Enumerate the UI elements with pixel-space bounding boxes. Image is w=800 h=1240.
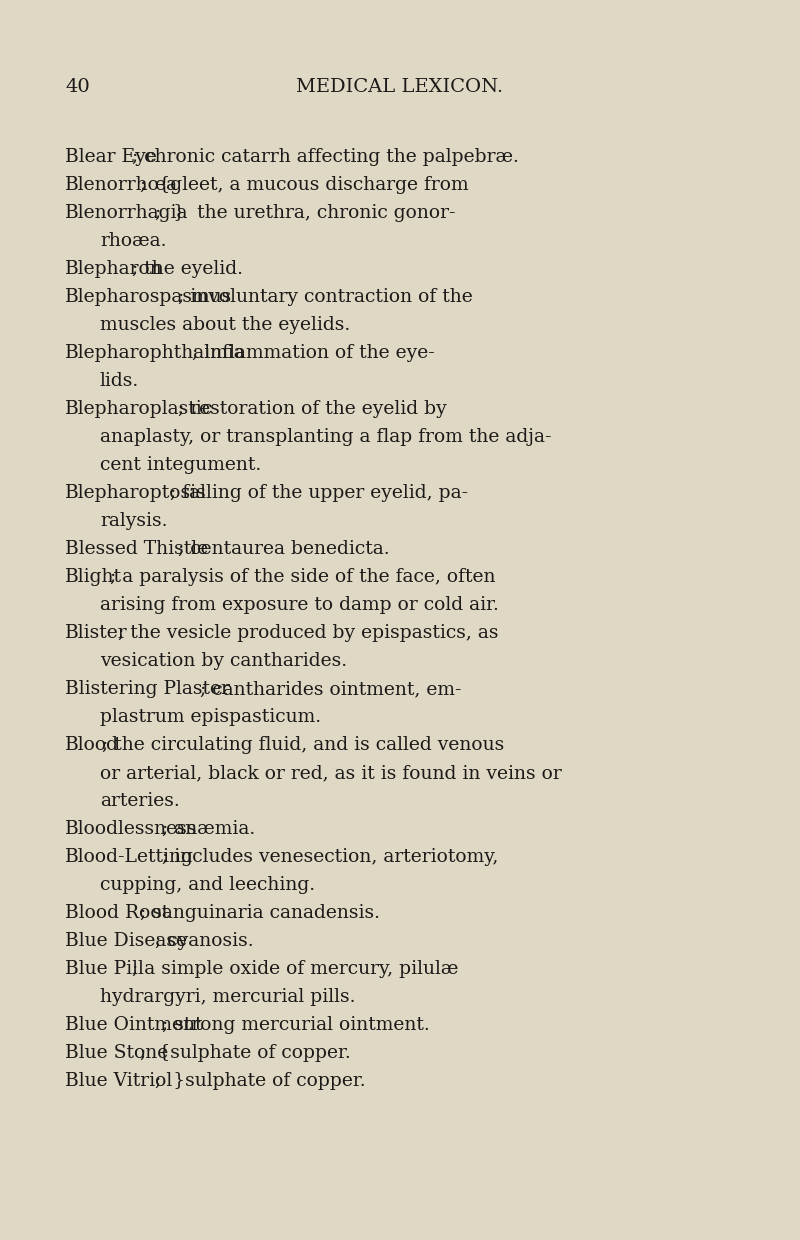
Text: Blue Ointment: Blue Ointment: [65, 1016, 202, 1034]
Text: Blenorrhœa: Blenorrhœa: [65, 176, 178, 193]
Text: Blepharoplastic: Blepharoplastic: [65, 401, 213, 418]
Text: 40: 40: [65, 78, 90, 95]
Text: ; falling of the upper eyelid, pa-: ; falling of the upper eyelid, pa-: [170, 484, 468, 502]
Text: cupping, and leeching.: cupping, and leeching.: [100, 875, 315, 894]
Text: ; cyanosis.: ; cyanosis.: [155, 932, 254, 950]
Text: MEDICAL LEXICON.: MEDICAL LEXICON.: [297, 78, 503, 95]
Text: Blenorrhagia: Blenorrhagia: [65, 205, 189, 222]
Text: ; a simple oxide of mercury, pilulæ: ; a simple oxide of mercury, pilulæ: [133, 960, 459, 978]
Text: ;  {sulphate of copper.: ; {sulphate of copper.: [140, 1044, 350, 1061]
Text: ; involuntary contraction of the: ; involuntary contraction of the: [178, 288, 472, 306]
Text: Blood-Letting: Blood-Letting: [65, 848, 194, 866]
Text: Blepharophthalmia: Blepharophthalmia: [65, 343, 246, 362]
Text: ; the eyelid.: ; the eyelid.: [133, 260, 243, 278]
Text: ; strong mercurial ointment.: ; strong mercurial ointment.: [162, 1016, 430, 1034]
Text: muscles about the eyelids.: muscles about the eyelids.: [100, 316, 350, 334]
Text: lids.: lids.: [100, 372, 139, 391]
Text: ; includes venesection, arteriotomy,: ; includes venesection, arteriotomy,: [162, 848, 499, 866]
Text: ; sanguinaria canadensis.: ; sanguinaria canadensis.: [140, 904, 380, 923]
Text: Blood Root: Blood Root: [65, 904, 169, 923]
Text: arteries.: arteries.: [100, 792, 180, 810]
Text: Blepharospasmus: Blepharospasmus: [65, 288, 232, 306]
Text: Blue Disease: Blue Disease: [65, 932, 187, 950]
Text: Blear Eye: Blear Eye: [65, 148, 157, 166]
Text: ; the vesicle produced by epispastics, as: ; the vesicle produced by epispastics, a…: [118, 624, 498, 642]
Text: Blue Pill: Blue Pill: [65, 960, 144, 978]
Text: Blepharon: Blepharon: [65, 260, 162, 278]
Text: ; cantharides ointment, em-: ; cantharides ointment, em-: [200, 680, 462, 698]
Text: vesication by cantharides.: vesication by cantharides.: [100, 652, 347, 670]
Text: Blood: Blood: [65, 737, 119, 754]
Text: ; inflammation of the eye-: ; inflammation of the eye-: [193, 343, 435, 362]
Text: ; anæmia.: ; anæmia.: [162, 820, 256, 838]
Text: rhoæa.: rhoæa.: [100, 232, 166, 250]
Text: hydrargyri, mercurial pills.: hydrargyri, mercurial pills.: [100, 988, 355, 1006]
Text: ; chronic catarrh affecting the palpebræ.: ; chronic catarrh affecting the palpebræ…: [133, 148, 519, 166]
Text: ; the circulating fluid, and is called venous: ; the circulating fluid, and is called v…: [102, 737, 505, 754]
Text: plastrum epispasticum.: plastrum epispasticum.: [100, 708, 321, 725]
Text: arising from exposure to damp or cold air.: arising from exposure to damp or cold ai…: [100, 596, 499, 614]
Text: or arterial, black or red, as it is found in veins or: or arterial, black or red, as it is foun…: [100, 764, 562, 782]
Text: Blepharoptosis: Blepharoptosis: [65, 484, 206, 502]
Text: Blue Vitriol: Blue Vitriol: [65, 1073, 172, 1090]
Text: anaplasty, or transplanting a flap from the adja-: anaplasty, or transplanting a flap from …: [100, 428, 551, 446]
Text: Blue Stone: Blue Stone: [65, 1044, 168, 1061]
Text: Bloodlessness: Bloodlessness: [65, 820, 198, 838]
Text: ;  {gleet, a mucous discharge from: ; {gleet, a mucous discharge from: [140, 176, 469, 193]
Text: Blister: Blister: [65, 624, 128, 642]
Text: ;  }sulphate of copper.: ; }sulphate of copper.: [155, 1073, 366, 1090]
Text: ; restoration of the eyelid by: ; restoration of the eyelid by: [178, 401, 446, 418]
Text: ralysis.: ralysis.: [100, 512, 167, 529]
Text: Blistering Plaster: Blistering Plaster: [65, 680, 230, 698]
Text: cent integument.: cent integument.: [100, 456, 262, 474]
Text: ;  }  the urethra, chronic gonor-: ; } the urethra, chronic gonor-: [155, 205, 455, 222]
Text: Blight: Blight: [65, 568, 122, 587]
Text: ; centaurea benedicta.: ; centaurea benedicta.: [178, 539, 389, 558]
Text: Blessed Thistle: Blessed Thistle: [65, 539, 208, 558]
Text: ; a paralysis of the side of the face, often: ; a paralysis of the side of the face, o…: [110, 568, 495, 587]
